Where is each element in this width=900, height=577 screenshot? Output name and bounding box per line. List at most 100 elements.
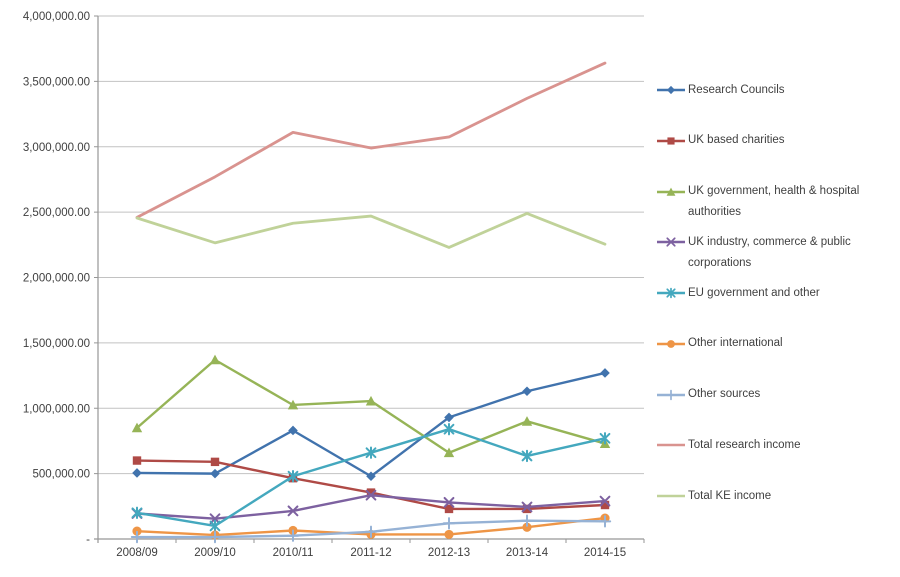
legend-swatch-circle-icon (656, 333, 686, 354)
series-total-research-income (135, 61, 607, 219)
diamond-marker-icon (210, 468, 220, 479)
triangle-marker-icon (521, 416, 533, 426)
plus-marker-icon (442, 517, 456, 530)
x-axis-tick-label: 2013-14 (506, 547, 549, 559)
series-total-ke-income (135, 212, 607, 249)
series-uk-government-health-hospital-authorities (131, 354, 611, 458)
circle-marker-icon (444, 529, 454, 540)
legend-label: Other sources (688, 388, 761, 400)
legend-label: Total KE income (688, 489, 772, 502)
x-marker-icon (521, 501, 533, 513)
triangle-marker-icon (365, 395, 377, 406)
square-marker-icon (600, 500, 610, 510)
diamond-marker-icon (666, 85, 676, 95)
legend-item-other-international: Other international (656, 333, 783, 354)
legend-item-total-ke-income: Total KE income (656, 486, 771, 507)
asterisk-marker-icon (666, 287, 676, 299)
square-marker-icon (132, 456, 142, 465)
y-axis-tick-label: 2,500,000.00 (23, 207, 90, 219)
legend-label: UK industry, commerce & public corporati… (688, 235, 851, 269)
chart-legend: Research Councils UK based charities UK go… (656, 0, 900, 577)
legend-item-eu-government-and-other: EU government and other (656, 283, 820, 304)
legend-item-other-sources: Other sources (656, 384, 760, 405)
plus-marker-icon (286, 529, 300, 542)
diamond-marker-icon (444, 412, 454, 423)
asterisk-marker-icon (131, 506, 143, 520)
series-uk-based-charities (132, 456, 610, 514)
legend-label: Research Councils (688, 83, 785, 96)
asterisk-marker-icon (287, 470, 299, 483)
x-marker-icon (666, 237, 676, 247)
legend-item-research-councils: Research Councils (656, 80, 785, 101)
square-marker-icon (667, 137, 675, 145)
series-line-total-ke-income (135, 212, 607, 249)
x-axis-tick-label: 2012-13 (428, 547, 470, 559)
series-eu-government-and-other (131, 422, 611, 533)
y-axis-tick-label: 3,500,000.00 (23, 76, 90, 88)
y-axis-tick-label: 1,000,000.00 (23, 403, 90, 415)
asterisk-marker-icon (209, 519, 221, 533)
legend-item-uk-government-health-hospital-authorities: UK government, health & hospital authori… (656, 181, 900, 223)
legend-swatch-line-icon (656, 486, 686, 507)
legend-swatch-plus-icon (656, 384, 686, 405)
circle-marker-icon (667, 339, 675, 348)
x-marker-icon (365, 489, 377, 501)
legend-swatch-diamond-icon (656, 80, 686, 101)
legend-item-uk-based-charities: UK based charities (656, 130, 785, 151)
legend-swatch-square-icon (656, 130, 686, 151)
triangle-marker-icon (287, 399, 299, 410)
plus-marker-icon (130, 530, 144, 544)
square-marker-icon (444, 504, 454, 514)
diamond-marker-icon (366, 471, 376, 482)
circle-marker-icon (522, 522, 532, 532)
y-axis-tick-label: 2,000,000.00 (23, 273, 90, 285)
y-axis-tick-label: 4,000,000.00 (23, 11, 90, 23)
legend-swatch-x-icon (656, 232, 686, 253)
asterisk-marker-icon (599, 432, 611, 445)
legend-item-total-research-income: Total research income (656, 435, 801, 456)
series-line-total-research-income (135, 61, 607, 219)
series-line-uk-industry-commerce-public-corporations (135, 493, 607, 520)
series-line-uk-government-health-hospital-authorities (135, 358, 607, 454)
diamond-marker-icon (600, 368, 610, 378)
triangle-marker-icon (209, 354, 221, 365)
legend-swatch-triangle-icon (656, 181, 686, 202)
legend-label: Other international (688, 337, 783, 350)
legend-label: UK based charities (688, 134, 785, 147)
triangle-marker-icon (666, 187, 676, 196)
legend-swatch-line-icon (656, 435, 686, 456)
series-other-sources (130, 514, 612, 544)
series-line-uk-based-charities (135, 459, 607, 511)
plus-marker-icon (520, 514, 534, 527)
diamond-marker-icon (522, 386, 532, 397)
plus-marker-icon (598, 515, 612, 528)
legend-label: Total research income (688, 438, 801, 451)
y-axis-tick-label: 1,500,000.00 (23, 338, 90, 350)
triangle-marker-icon (443, 447, 455, 458)
square-marker-icon (522, 504, 532, 514)
y-axis-tick-label: - (86, 534, 90, 546)
y-axis-tick-label: 3,000,000.00 (23, 142, 90, 154)
x-axis-tick-label: 2008/09 (116, 547, 158, 559)
triangle-marker-icon (131, 422, 143, 433)
diamond-marker-icon (132, 468, 142, 478)
y-axis-tick-label: 500,000.00 (32, 469, 90, 481)
asterisk-marker-icon (521, 449, 533, 463)
plus-marker-icon (364, 525, 378, 539)
plus-marker-icon (665, 389, 677, 400)
x-axis-tick-label: 2009/10 (194, 547, 236, 559)
legend-swatch-asterisk-icon (656, 283, 686, 304)
square-marker-icon (210, 457, 220, 467)
legend-label: EU government and other (688, 286, 820, 299)
x-marker-icon (599, 495, 611, 507)
series-uk-industry-commerce-public-corporations (131, 489, 611, 525)
legend-item-uk-industry-commerce-public-corporations: UK industry, commerce & public corporati… (656, 232, 900, 274)
x-axis-tick-label: 2011-12 (350, 547, 391, 559)
asterisk-marker-icon (365, 446, 377, 459)
diamond-marker-icon (288, 425, 298, 436)
x-marker-icon (287, 505, 299, 517)
square-marker-icon (366, 488, 376, 497)
plus-marker-icon (208, 530, 222, 544)
